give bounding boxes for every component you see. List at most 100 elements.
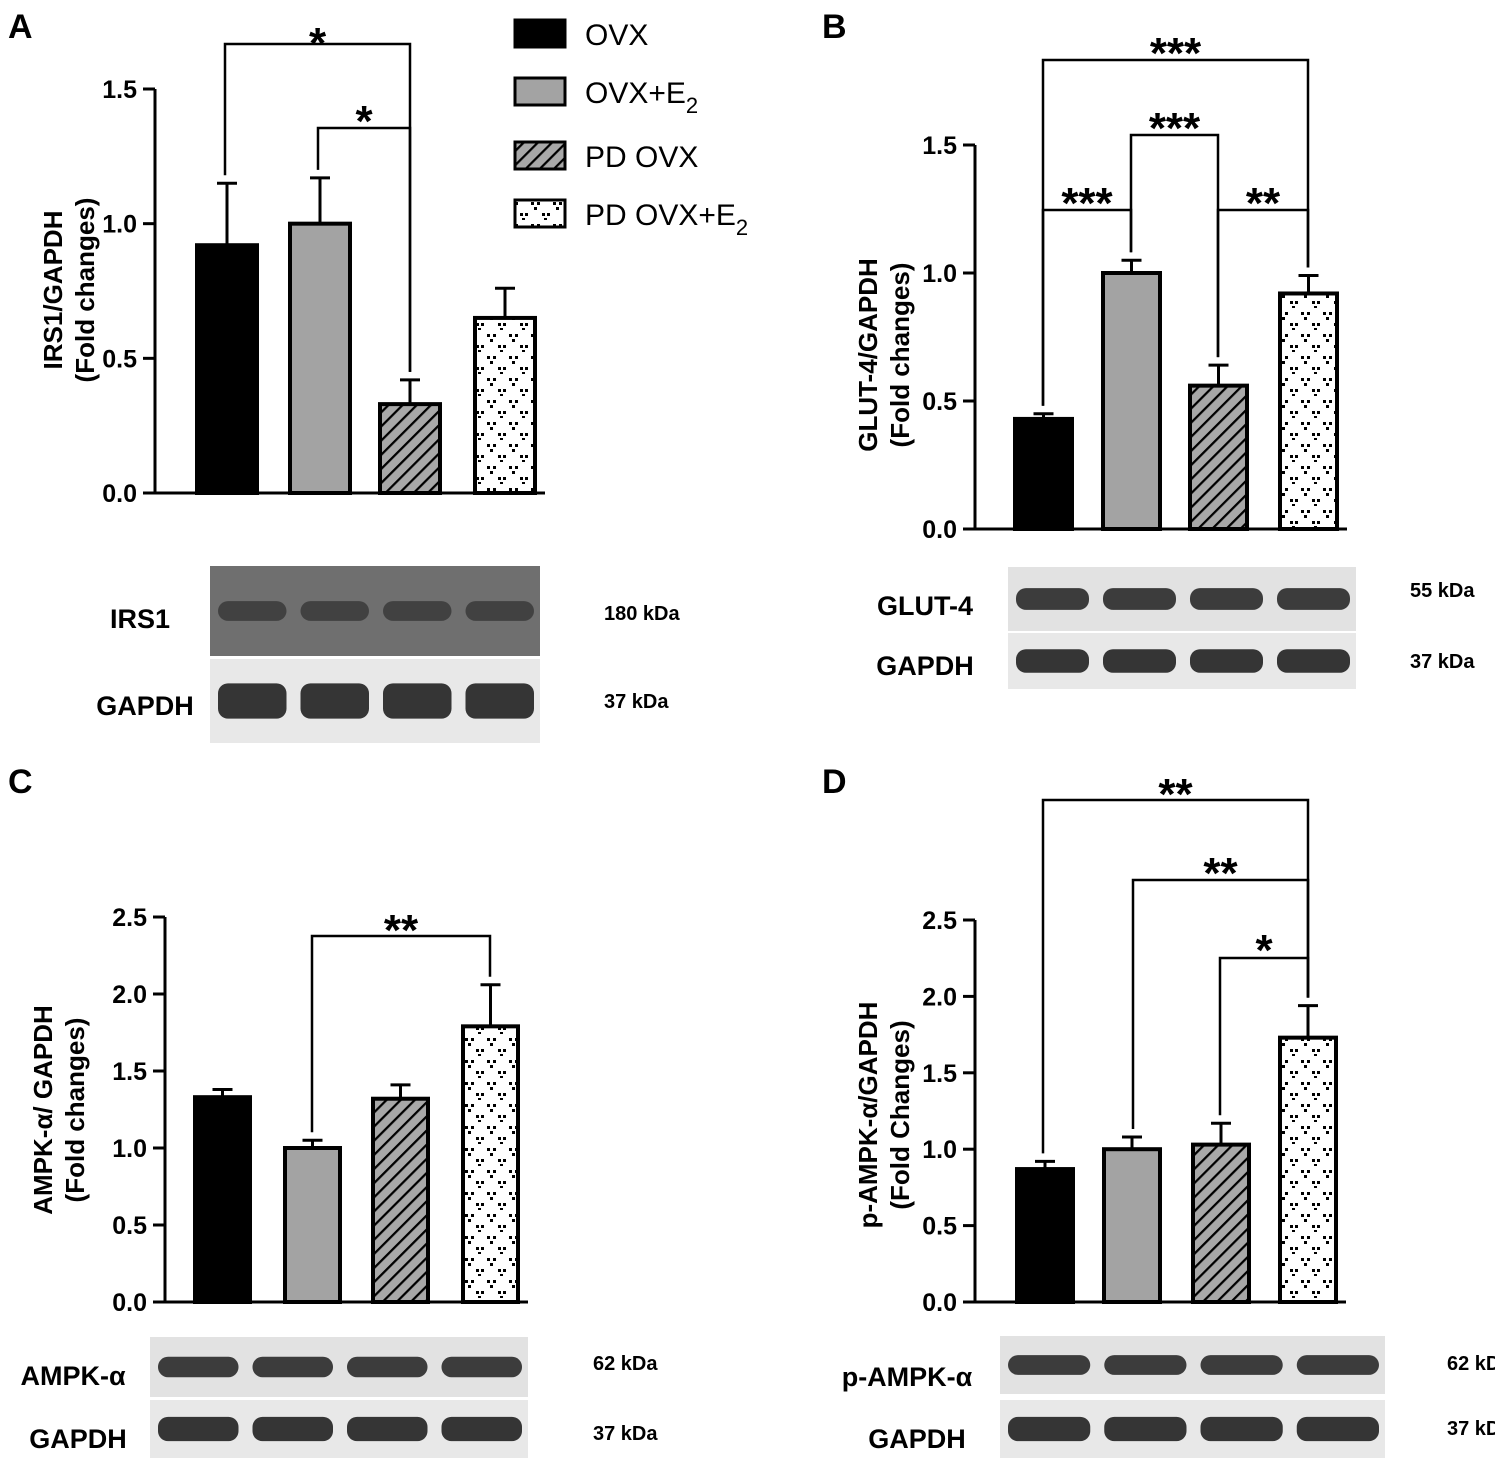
y-tick-label: 0.0 — [102, 480, 137, 508]
blot-band — [465, 601, 534, 621]
significance-stars: * — [309, 19, 327, 68]
y-axis-title-line2: (Fold changes) — [885, 263, 915, 448]
blot-band — [1103, 588, 1176, 610]
y-tick-label: 0.0 — [112, 1289, 147, 1317]
blot-band — [1103, 649, 1176, 673]
blot-band — [1200, 1416, 1283, 1442]
blot-strip — [1008, 633, 1356, 689]
blot-band — [383, 683, 452, 719]
y-tick-label: 1.5 — [112, 1058, 147, 1086]
y-tick-label: 0.5 — [112, 1212, 147, 1240]
y-tick-label: 2.5 — [922, 907, 957, 935]
significance-bracket — [1131, 878, 1310, 1129]
blot-band — [465, 683, 534, 719]
y-tick-label: 1.0 — [102, 211, 137, 239]
y-tick-label: 0.0 — [922, 516, 957, 544]
y-tick-label: 0.0 — [922, 1289, 957, 1317]
blot-band — [300, 601, 369, 621]
blot-label: GLUT-4 — [877, 591, 973, 621]
blot-band — [1190, 588, 1263, 610]
blot-band — [218, 683, 287, 719]
significance-stars: ** — [384, 906, 419, 955]
blot-band — [1277, 588, 1350, 610]
bar-pd-ovx-e2 — [1278, 291, 1339, 532]
blot-band — [441, 1416, 522, 1442]
panel-d: D 0.0 0.5 1.0 1.5 2.0 2.5 p-AMPK-α/GAPDH(Fold C… — [822, 763, 1495, 1458]
blot-strip — [1008, 567, 1356, 631]
blot-band — [300, 683, 369, 719]
blot-kda: 37 kDa — [604, 691, 669, 713]
y-axis-title: GLUT-4/GAPDH(Fold changes) — [853, 258, 915, 452]
significance-stars: *** — [1150, 29, 1202, 78]
significance-stars: ** — [1203, 849, 1238, 898]
bar-pd-ovx — [378, 402, 442, 495]
blot-band — [347, 1416, 428, 1442]
blot-band — [1008, 1355, 1091, 1375]
bar-pd-ovx-e2 — [473, 315, 537, 495]
significance-bracket — [1218, 956, 1310, 1116]
significance-bracket — [316, 126, 412, 372]
y-axis-title-line2: (Fold changes) — [70, 198, 100, 383]
bar-ovx — [193, 1095, 252, 1305]
blot-strip — [210, 566, 540, 656]
legend-label-main: PD OVX+E — [585, 199, 736, 232]
bar-ovx — [1013, 416, 1074, 532]
blot-band — [218, 601, 287, 621]
y-tick-label: 0.5 — [102, 345, 137, 373]
legend-label: PD OVX — [585, 141, 698, 174]
blot-kda: 37 kDa — [1447, 1418, 1495, 1440]
panel-letter: C — [8, 763, 33, 801]
blot-label: AMPK-α — [20, 1361, 125, 1391]
bar-pd-ovx-e2 — [1278, 1035, 1338, 1304]
legend-label: OVX — [585, 19, 648, 52]
significance-stars: * — [1255, 926, 1273, 975]
panel-b: B 0.0 0.5 1.0 1.5 GLUT-4/GAPDH(Fold changes) *… — [822, 8, 1475, 689]
bar-pd-ovx — [1188, 383, 1249, 532]
blot-label: IRS1 — [110, 604, 170, 634]
blot-band — [347, 1356, 428, 1378]
legend-label: OVX+E2 — [585, 77, 698, 118]
blot-band — [441, 1356, 522, 1378]
bar-ovx-e2 — [1102, 1147, 1162, 1304]
bar-ovx-e2 — [1101, 271, 1162, 531]
y-tick-label: 1.5 — [922, 132, 957, 160]
bar-ovx — [1015, 1167, 1075, 1304]
y-axis-title-line1: IRS1/GAPDH — [38, 211, 68, 370]
blot-band — [252, 1356, 333, 1378]
y-tick-label: 2.5 — [112, 904, 147, 932]
legend-label-subscript: 2 — [686, 93, 698, 118]
y-axis-title-line1: p-AMPK-α/GAPDH — [853, 1002, 883, 1229]
y-tick-label: 2.0 — [112, 981, 147, 1009]
blot-band — [158, 1416, 239, 1442]
y-axis-title-line2: (Fold Changes) — [885, 1020, 915, 1209]
y-axis-title: IRS1/GAPDH(Fold changes) — [38, 198, 100, 383]
bar-ovx-e2 — [283, 1146, 342, 1304]
blot-band — [1016, 588, 1089, 610]
y-tick-label: 0.5 — [922, 1213, 957, 1241]
y-axis-title-line1: AMPK-α/ GAPDH — [28, 1005, 58, 1215]
significance-bracket — [1041, 208, 1133, 406]
blot-kda: 62 kDa — [1447, 1353, 1495, 1375]
blot-strip — [150, 1337, 528, 1397]
significance-bracket — [1216, 208, 1310, 358]
legend-label: PD OVX+E2 — [585, 199, 748, 240]
bar-ovx — [195, 243, 259, 495]
legend-label-main: OVX+E — [585, 77, 686, 110]
legend-label-subscript: 2 — [736, 215, 748, 240]
blot-label: GAPDH — [868, 1424, 966, 1454]
blot-kda: 180 kDa — [604, 603, 680, 625]
blot-band — [1296, 1355, 1379, 1375]
y-axis-title: p-AMPK-α/GAPDH(Fold Changes) — [853, 1002, 915, 1229]
blot-band — [158, 1356, 239, 1378]
blot-band — [1104, 1355, 1187, 1375]
y-tick-label: 0.5 — [922, 388, 957, 416]
significance-stars: *** — [1061, 179, 1113, 228]
blot-band — [1008, 1416, 1091, 1442]
panel-a: A 0.0 0.5 1.0 1.5 IRS1/GAPDH(Fold changes) * * I… — [8, 8, 680, 743]
blot-kda: 55 kDa — [1410, 580, 1475, 602]
significance-bracket — [310, 934, 492, 1133]
y-tick-label: 2.0 — [922, 983, 957, 1011]
significance-stars: ** — [1246, 179, 1281, 228]
blot-band — [1104, 1416, 1187, 1442]
